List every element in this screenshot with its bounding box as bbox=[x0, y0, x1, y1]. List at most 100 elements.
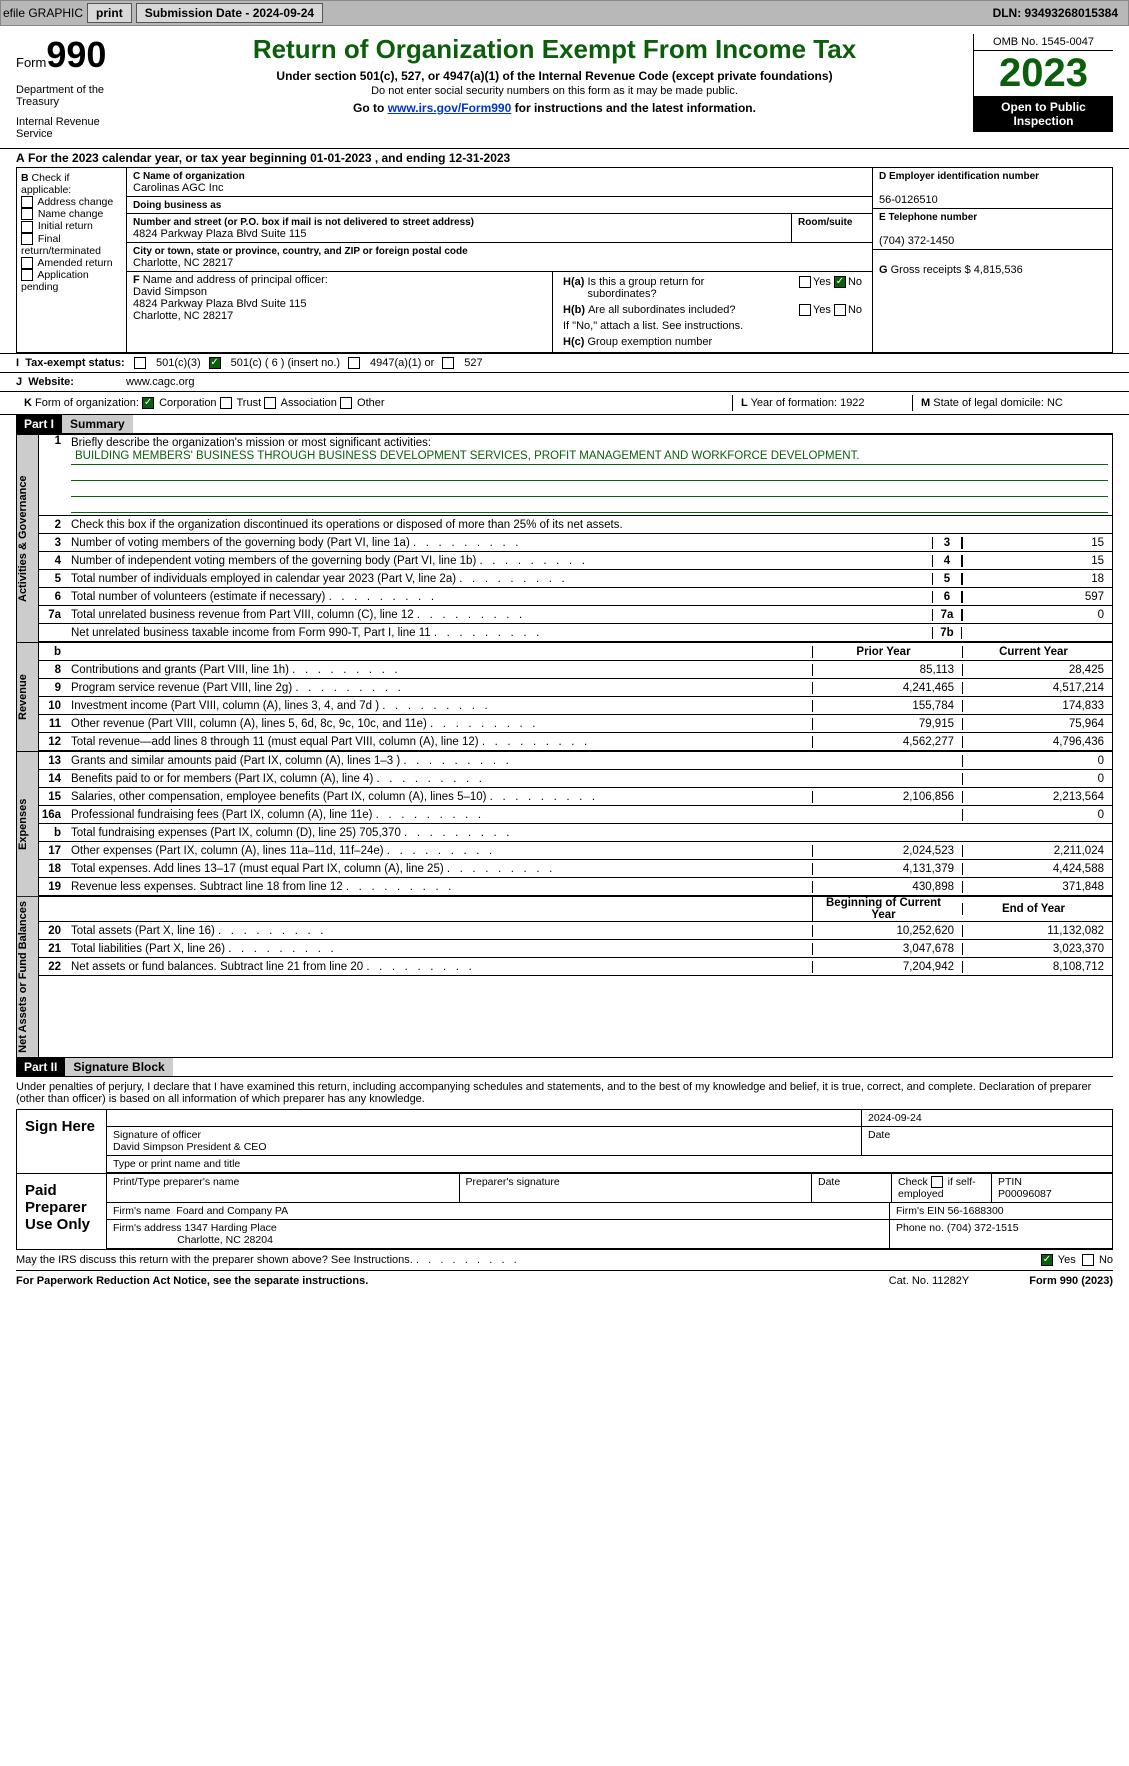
m-state: M State of legal domicile: NC bbox=[913, 395, 1113, 411]
discuss-no-checkbox[interactable] bbox=[1082, 1254, 1094, 1266]
table-row: 22Net assets or fund balances. Subtract … bbox=[39, 958, 1112, 976]
self-emp-checkbox[interactable] bbox=[931, 1176, 943, 1188]
website-row: J Website: www.cagc.org bbox=[0, 372, 1129, 391]
city-value: Charlotte, NC 28217 bbox=[133, 257, 233, 269]
firm-phone-label: Phone no. bbox=[896, 1222, 944, 1234]
firm-ein: 56-1688300 bbox=[948, 1205, 1004, 1217]
website-value: www.cagc.org bbox=[126, 376, 194, 388]
vtab-revenue: Revenue bbox=[17, 643, 39, 751]
vtab-net: Net Assets or Fund Balances bbox=[17, 897, 39, 1057]
addr-change-checkbox[interactable] bbox=[21, 196, 33, 208]
table-row: 3Number of voting members of the governi… bbox=[39, 534, 1112, 552]
form-header: Form990 Department of the Treasury Inter… bbox=[16, 34, 1113, 140]
part2-title: Signature Block bbox=[65, 1058, 172, 1076]
4947-checkbox[interactable] bbox=[348, 357, 360, 369]
part2-header: Part II bbox=[16, 1058, 65, 1076]
amended-checkbox[interactable] bbox=[21, 257, 33, 269]
phone-label: E Telephone number bbox=[879, 212, 977, 223]
form-footer: Form 990 (2023) bbox=[1029, 1275, 1113, 1287]
submission-date-button[interactable]: Submission Date - 2024-09-24 bbox=[136, 3, 323, 23]
sig-officer: David Simpson President & CEO bbox=[113, 1141, 266, 1153]
hb-yes-checkbox[interactable] bbox=[799, 304, 811, 316]
ptin-label: PTIN bbox=[998, 1176, 1022, 1188]
ein-value: 56-0126510 bbox=[879, 194, 938, 206]
527-checkbox[interactable] bbox=[442, 357, 454, 369]
firm-addr2: Charlotte, NC 28204 bbox=[177, 1234, 273, 1246]
firm-addr1: 1347 Harding Place bbox=[184, 1222, 276, 1234]
app-pending-checkbox[interactable] bbox=[21, 269, 33, 281]
line1: Briefly describe the organization's miss… bbox=[67, 435, 1112, 515]
table-row: 4Number of independent voting members of… bbox=[39, 552, 1112, 570]
box-h: H(a) Is this a group return for subordin… bbox=[552, 272, 872, 352]
pra-notice: For Paperwork Reduction Act Notice, see … bbox=[16, 1275, 368, 1287]
ha-yes-checkbox[interactable] bbox=[799, 276, 811, 288]
tax-exempt-row: I Tax-exempt status: 501(c)(3) 501(c) ( … bbox=[0, 353, 1129, 372]
table-row: 7aTotal unrelated business revenue from … bbox=[39, 606, 1112, 624]
table-row: 17Other expenses (Part IX, column (A), l… bbox=[39, 842, 1112, 860]
discuss-yes-checkbox[interactable] bbox=[1041, 1254, 1053, 1266]
trust-checkbox[interactable] bbox=[220, 397, 232, 409]
gross-label: Gross receipts $ bbox=[891, 264, 971, 276]
phone-value: (704) 372-1450 bbox=[879, 235, 954, 247]
table-row: 11Other revenue (Part VIII, column (A), … bbox=[39, 715, 1112, 733]
instructions-link[interactable]: www.irs.gov/Form990 bbox=[388, 101, 512, 115]
firm-name: Foard and Company PA bbox=[176, 1205, 288, 1217]
firm-name-label: Firm's name bbox=[113, 1205, 170, 1217]
box-b: B Check if applicable: Address change Na… bbox=[17, 168, 127, 352]
hb-no-checkbox[interactable] bbox=[834, 304, 846, 316]
sig-declaration: Under penalties of perjury, I declare th… bbox=[0, 1077, 1129, 1109]
corp-checkbox[interactable] bbox=[142, 397, 154, 409]
table-row: 18Total expenses. Add lines 13–17 (must … bbox=[39, 860, 1112, 878]
501c3-checkbox[interactable] bbox=[134, 357, 146, 369]
firm-ein-label: Firm's EIN bbox=[896, 1205, 945, 1217]
table-row: 5Total number of individuals employed in… bbox=[39, 570, 1112, 588]
initial-return-checkbox[interactable] bbox=[21, 221, 33, 233]
form-title: Return of Organization Exempt From Incom… bbox=[148, 34, 961, 65]
dln-label: DLN: 93493268015384 bbox=[993, 6, 1126, 20]
print-button[interactable]: print bbox=[87, 3, 132, 23]
sig-officer-label: Signature of officer bbox=[113, 1129, 201, 1141]
table-row: 10Investment income (Part VIII, column (… bbox=[39, 697, 1112, 715]
officer-addr2: Charlotte, NC 28217 bbox=[133, 310, 233, 322]
table-row: 20Total assets (Part X, line 16)10,252,6… bbox=[39, 922, 1112, 940]
final-return-checkbox[interactable] bbox=[21, 233, 33, 245]
officer-label: Name and address of principal officer: bbox=[143, 274, 328, 286]
prep-sig-label: Preparer's signature bbox=[466, 1176, 560, 1188]
open-inspection: Open to Public Inspection bbox=[974, 96, 1113, 132]
firm-addr-label: Firm's address bbox=[113, 1222, 182, 1234]
tax-year: 2023 bbox=[974, 51, 1113, 96]
table-row: 12Total revenue—add lines 8 through 11 (… bbox=[39, 733, 1112, 751]
addr-value: 4824 Parkway Plaza Blvd Suite 115 bbox=[133, 228, 306, 240]
prep-name-label: Print/Type preparer's name bbox=[113, 1176, 239, 1188]
org-name-label: C Name of organization bbox=[133, 171, 245, 182]
sig-date-label: Date bbox=[868, 1129, 890, 1141]
cat-no: Cat. No. 11282Y bbox=[889, 1275, 970, 1287]
addr-label: Number and street (or P.O. box if mail i… bbox=[133, 217, 474, 228]
dept-irs: Internal Revenue Service bbox=[16, 116, 136, 140]
501c-checkbox[interactable] bbox=[209, 357, 221, 369]
prep-date-label: Date bbox=[818, 1176, 840, 1188]
sig-type-label: Type or print name and title bbox=[113, 1158, 240, 1170]
ssn-note: Do not enter social security numbers on … bbox=[148, 85, 961, 97]
ptin-value: P00096087 bbox=[998, 1188, 1052, 1200]
ein-label: D Employer identification number bbox=[879, 171, 1039, 182]
table-row: 16aProfessional fundraising fees (Part I… bbox=[39, 806, 1112, 824]
table-row: 21Total liabilities (Part X, line 26)3,0… bbox=[39, 940, 1112, 958]
form-word: Form bbox=[16, 55, 46, 70]
city-label: City or town, state or province, country… bbox=[133, 246, 468, 257]
toolbar: efile GRAPHIC print Submission Date - 20… bbox=[0, 0, 1129, 26]
k-form-org: K Form of organization: Corporation Trus… bbox=[16, 395, 733, 411]
table-row: bTotal fundraising expenses (Part IX, co… bbox=[39, 824, 1112, 842]
table-row: Net unrelated business taxable income fr… bbox=[39, 624, 1112, 642]
other-checkbox[interactable] bbox=[340, 397, 352, 409]
paid-prep-label: Paid Preparer Use Only bbox=[17, 1174, 107, 1249]
table-row: 19Revenue less expenses. Subtract line 1… bbox=[39, 878, 1112, 896]
instructions-line: Go to www.irs.gov/Form990 for instructio… bbox=[148, 101, 961, 115]
mission-text: BUILDING MEMBERS' BUSINESS THROUGH BUSIN… bbox=[71, 449, 1108, 465]
assoc-checkbox[interactable] bbox=[264, 397, 276, 409]
dept-treasury: Department of the Treasury bbox=[16, 84, 136, 108]
table-row: 13Grants and similar amounts paid (Part … bbox=[39, 752, 1112, 770]
officer-addr1: 4824 Parkway Plaza Blvd Suite 115 bbox=[133, 298, 306, 310]
name-change-checkbox[interactable] bbox=[21, 208, 33, 220]
ha-no-checkbox[interactable] bbox=[834, 276, 846, 288]
